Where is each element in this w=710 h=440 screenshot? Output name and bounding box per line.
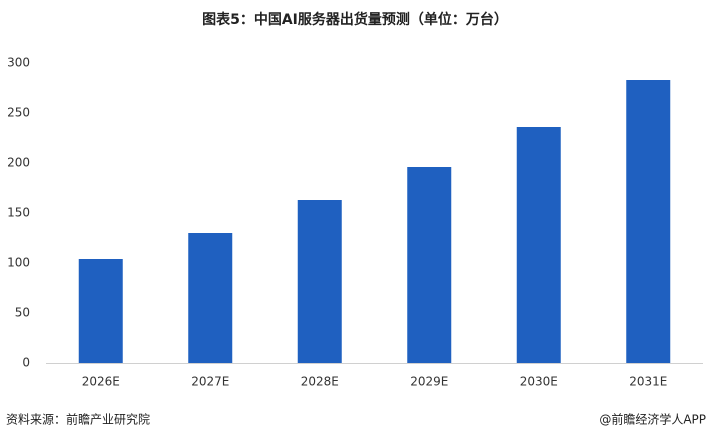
x-tick-label: 2031E — [629, 375, 667, 389]
source: 资料来源：前瞻产业研究院 — [6, 412, 150, 427]
y-tick-label: 200 — [7, 156, 30, 170]
y-tick-label: 300 — [7, 56, 30, 70]
chart-title: 图表5：中国AI服务器出货量预测（单位：万台） — [202, 11, 508, 28]
bar — [626, 80, 671, 363]
bar — [78, 259, 123, 363]
y-tick-label: 250 — [7, 106, 30, 120]
x-tick-label: 2026E — [82, 375, 120, 389]
bar — [407, 167, 452, 363]
x-tick-label: 2027E — [191, 375, 229, 389]
y-tick-label: 150 — [7, 206, 30, 220]
y-tick-label: 100 — [7, 256, 30, 270]
bar — [516, 127, 561, 363]
x-tick-label: 2028E — [301, 375, 339, 389]
bar — [188, 233, 233, 363]
x-tick-label: 2030E — [520, 375, 558, 389]
credit: @前瞻经济学人APP — [599, 412, 706, 427]
y-tick-label: 0 — [22, 356, 30, 370]
bar — [297, 200, 342, 363]
y-tick-label: 50 — [15, 306, 30, 320]
x-tick-label: 2029E — [410, 375, 448, 389]
